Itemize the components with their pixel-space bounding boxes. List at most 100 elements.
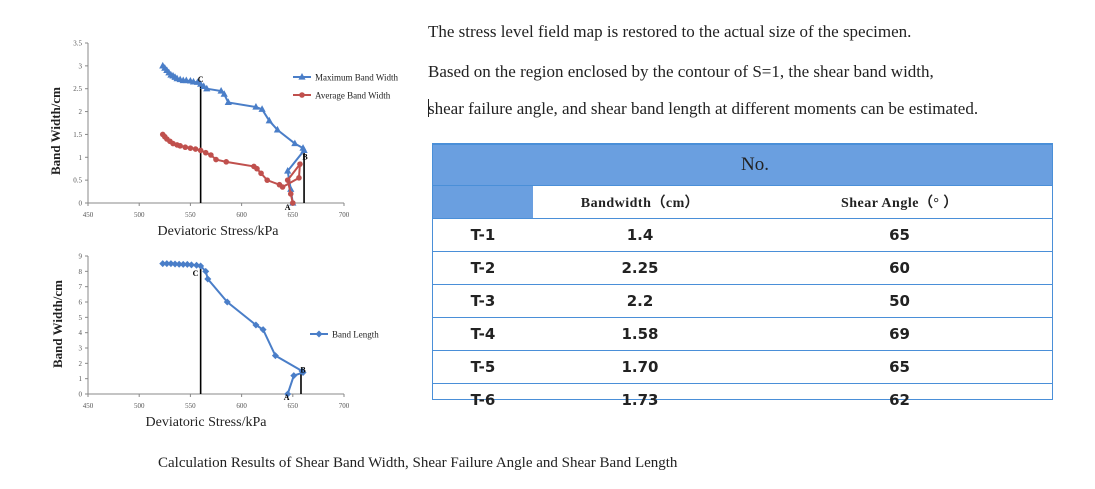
y-axis-label: Band Width/cm <box>50 280 65 368</box>
series-line <box>162 262 305 395</box>
data-point <box>208 152 214 158</box>
data-point <box>167 260 175 268</box>
x-tick-label: 500 <box>134 211 145 219</box>
data-point <box>159 260 167 268</box>
data-point <box>258 105 266 112</box>
data-point <box>182 144 189 151</box>
data-point <box>279 184 286 190</box>
x-tick-label: 450 <box>83 402 94 410</box>
data-point <box>187 145 194 151</box>
data-point <box>284 177 291 183</box>
data-point <box>163 260 171 268</box>
y-tick-label: 4 <box>79 329 83 337</box>
table-row: T-4 1.58 69 <box>433 317 1052 351</box>
y-tick-label: 6 <box>79 299 83 307</box>
table-row: T-5 1.70 65 <box>433 350 1052 384</box>
point-label: B <box>300 366 306 375</box>
data-point <box>177 143 183 149</box>
data-point <box>192 146 199 152</box>
data-point <box>273 125 282 133</box>
data-point <box>252 321 260 329</box>
data-point <box>290 372 298 380</box>
data-point <box>290 200 296 206</box>
no-header: No. <box>433 144 1052 186</box>
description-line-1: The stress level field map is restored t… <box>428 22 912 41</box>
data-point <box>197 262 205 270</box>
table-row: T-1 1.4 65 <box>433 218 1052 252</box>
y-tick-label: 2 <box>79 360 83 368</box>
data-point <box>217 87 225 94</box>
data-point <box>287 191 294 197</box>
point-label: A <box>285 203 291 212</box>
x-axis-label: Deviatoric Stress/kPa <box>158 224 280 239</box>
data-point <box>299 369 307 377</box>
y-tick-label: 3.5 <box>73 40 82 48</box>
data-point <box>187 261 195 269</box>
y-axis-label: Band Width/cm <box>48 87 63 175</box>
data-point <box>193 261 201 269</box>
row-bandwidth: 1.4 <box>533 218 747 252</box>
row-bandwidth: 1.70 <box>533 350 747 384</box>
description-line-2: Based on the region enclosed by the cont… <box>428 62 934 81</box>
figure-caption: Calculation Results of Shear Band Width,… <box>158 455 678 471</box>
bandwidth-header: Bandwidth（cm） <box>533 185 747 219</box>
legend-label: Average Band Width <box>315 91 391 101</box>
x-tick-label: 600 <box>236 402 247 410</box>
data-point <box>265 116 273 124</box>
data-point <box>203 84 211 92</box>
chart-svg: 450 500 550 600 650 700 0 0.5 1 1.5 2 2.5 3 3.5 Maximu… <box>48 40 398 240</box>
data-point <box>259 326 267 334</box>
row-bandwidth: 2.2 <box>533 284 747 318</box>
row-angle: 65 <box>747 350 1052 384</box>
y-tick-label: 3 <box>79 62 83 70</box>
data-point <box>284 167 292 174</box>
point-label: A <box>284 393 290 402</box>
data-point <box>223 298 231 306</box>
row-angle: 62 <box>747 383 1052 416</box>
data-point <box>300 146 308 154</box>
data-point <box>252 103 260 110</box>
row-id: T-6 <box>433 383 533 416</box>
y-tick-label: 5 <box>79 314 83 322</box>
row-bandwidth: 2.25 <box>533 251 747 285</box>
y-tick-label: 1 <box>79 154 83 162</box>
y-tick-label: 3 <box>79 345 83 353</box>
row-bandwidth: 1.73 <box>533 383 747 416</box>
point-label: C <box>193 269 199 278</box>
data-point <box>291 139 299 147</box>
row-bandwidth: 1.58 <box>533 317 747 351</box>
results-table: No. Bandwidth（cm） Shear Angle（° ） T-1 1.4… <box>432 143 1053 416</box>
row-id: T-1 <box>433 218 533 252</box>
data-point <box>296 175 302 181</box>
text-cursor <box>428 99 429 117</box>
y-tick-label: 1 <box>79 375 83 383</box>
data-point <box>220 90 228 97</box>
data-point <box>204 275 212 283</box>
x-tick-label: 550 <box>185 402 196 410</box>
row-id: T-3 <box>433 284 533 318</box>
legend-label: Maximum Band Width <box>315 73 398 83</box>
table-row: T-2 2.25 60 <box>433 251 1052 285</box>
row-id: T-4 <box>433 317 533 351</box>
y-tick-label: 2.5 <box>73 85 82 93</box>
data-point <box>175 260 183 268</box>
y-tick-label: 7 <box>79 283 83 291</box>
data-point <box>258 170 264 177</box>
description-line-3: shear failure angle, and shear band leng… <box>428 99 979 118</box>
header-spacer <box>433 185 533 219</box>
data-point <box>183 260 191 268</box>
x-tick-label: 550 <box>185 211 196 219</box>
max-avg-band-width-chart: 450 500 550 600 650 700 0 0.5 1 1.5 2 2.5 3 3.5 Maximu… <box>48 35 420 245</box>
description-line-3-wrapper: shear failure angle, and shear band leng… <box>428 99 978 119</box>
data-point <box>171 260 179 268</box>
table-row: T-3 2.2 50 <box>433 284 1052 318</box>
point-label: B <box>302 153 308 162</box>
y-tick-label: 1.5 <box>73 131 82 139</box>
x-tick-label: 700 <box>339 402 350 410</box>
x-tick-label: 500 <box>134 402 145 410</box>
y-tick-label: 2 <box>79 108 83 116</box>
x-tick-label: 700 <box>339 211 350 219</box>
data-point <box>179 260 187 268</box>
data-point <box>271 352 279 360</box>
x-tick-label: 650 <box>288 402 299 410</box>
